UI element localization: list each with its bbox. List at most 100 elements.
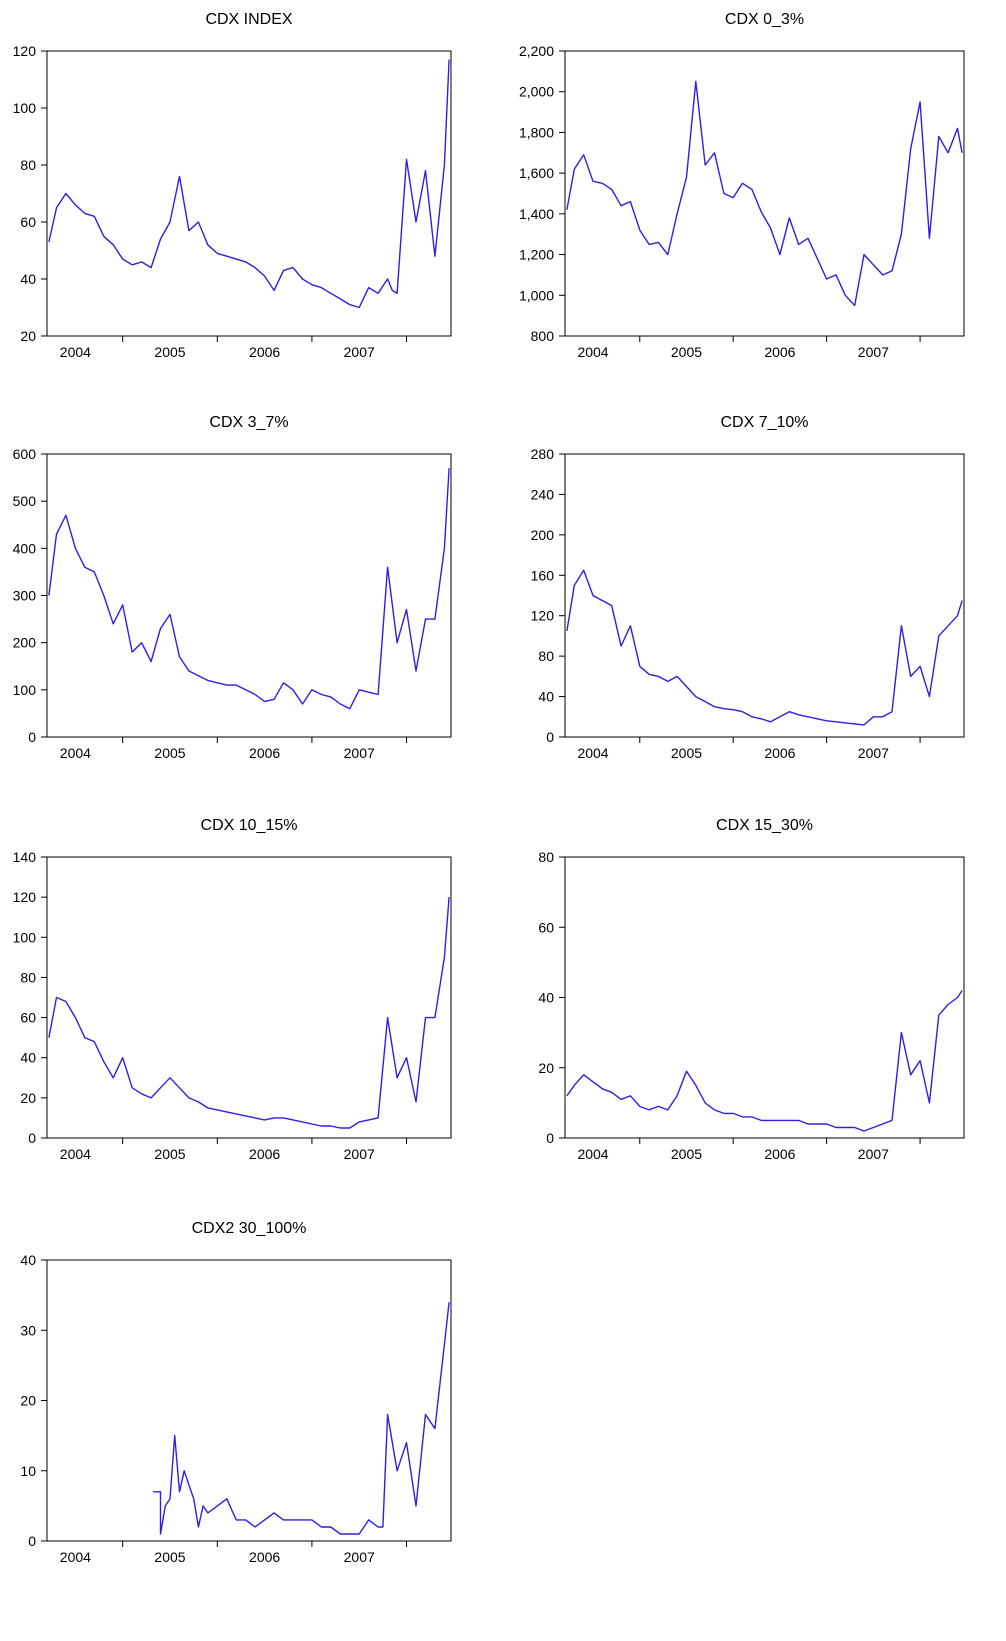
series-line [566,80,963,307]
y-tick-label: 120 [13,43,37,59]
y-tick-label: 30 [20,1322,36,1338]
y-tick-label: 100 [13,100,37,116]
y-tick-label: 800 [531,328,555,344]
x-tick-label: 2004 [577,344,608,360]
y-tick-label: 2,200 [519,43,554,59]
x-tick-label: 2006 [249,745,280,761]
y-tick-label: 60 [20,1010,36,1026]
x-tick-label: 2007 [858,745,889,761]
series-line [48,897,450,1129]
x-tick-label: 2007 [858,1146,889,1162]
y-tick-label: 80 [538,849,554,865]
y-tick-label: 20 [538,1060,554,1076]
y-tick-label: 60 [20,214,36,230]
x-tick-label: 2007 [344,745,375,761]
x-tick-label: 2006 [249,1146,280,1162]
y-tick-label: 80 [538,648,554,664]
y-tick-label: 40 [538,689,554,705]
chart-title: CDX 10_15% [201,817,298,834]
y-tick-label: 140 [13,849,37,865]
x-tick-label: 2006 [249,1549,280,1565]
chart-title: CDX2 30_100% [192,1220,307,1237]
y-tick-label: 160 [531,567,555,583]
y-tick-label: 200 [13,635,37,651]
series-line [48,468,450,710]
chart-title: CDX 15_30% [716,817,813,834]
y-tick-label: 20 [20,1090,36,1106]
y-tick-label: 80 [20,157,36,173]
x-tick-label: 2004 [60,1549,91,1565]
y-tick-label: 40 [20,271,36,287]
y-tick-label: 40 [20,1252,36,1268]
plot-frame [46,50,452,337]
series-line [153,1302,450,1535]
y-tick-label: 1,800 [519,124,554,140]
chart-panel-cdx-3-7: CDX 3_7% 0 100 200 300 400 500 600 2004 2005 2006… [13,414,452,761]
y-tick-label: 100 [13,682,37,698]
plot-frame [564,453,965,738]
series-line [566,990,963,1132]
x-tick-label: 2004 [60,745,91,761]
plot-frame [564,856,965,1139]
y-tick-label: 280 [531,446,555,462]
x-tick-label: 2007 [344,1146,375,1162]
series-line [566,569,963,726]
y-tick-label: 40 [538,990,554,1006]
chart-panel-cdx-10-15: CDX 10_15% 0 20 40 60 80 100 120 140 2004 2005 200… [13,817,452,1162]
x-tick-label: 2006 [249,344,280,360]
y-tick-label: 1,200 [519,247,554,263]
y-tick-label: 500 [13,493,37,509]
y-tick-label: 80 [20,969,36,985]
x-tick-label: 2005 [154,745,185,761]
x-tick-label: 2005 [671,1146,702,1162]
chart-title: CDX 7_10% [720,414,808,431]
series-line [48,59,450,309]
x-tick-label: 2005 [671,344,702,360]
chart-panel-cdx-15-30: CDX 15_30% 0 20 40 60 80 2004 2005 2006 2007 [538,817,965,1162]
x-tick-label: 2006 [764,1146,795,1162]
y-tick-label: 400 [13,540,37,556]
chart-title: CDX 3_7% [209,414,288,431]
chart-panel-cdx-7-10: CDX 7_10% 0 40 80 120 160 200 240 280 2004 2005 20… [531,414,965,761]
chart-title: CDX INDEX [205,11,292,28]
y-tick-label: 0 [28,729,36,745]
plot-frame [46,453,452,738]
x-tick-label: 2005 [671,745,702,761]
y-tick-label: 0 [28,1533,36,1549]
y-tick-label: 1,400 [519,206,554,222]
y-tick-label: 1,600 [519,165,554,181]
y-tick-label: 10 [20,1463,36,1479]
x-tick-label: 2004 [60,344,91,360]
y-tick-label: 600 [13,446,37,462]
y-tick-label: 20 [20,328,36,344]
y-tick-label: 200 [531,527,555,543]
y-tick-label: 20 [20,1393,36,1409]
plot-frame [564,50,965,337]
chart-panel-cdx2-30-100: CDX2 30_100% 0 10 20 30 40 2004 2005 2006 2007 [20,1220,452,1565]
chart-panel-cdx-0-3: CDX 0_3% 800 1,000 1,200 1,400 1,600 1,800 2,0… [519,11,965,360]
plot-frame [46,856,452,1139]
x-tick-label: 2007 [344,344,375,360]
y-tick-label: 0 [546,1130,554,1146]
x-tick-label: 2006 [764,344,795,360]
x-tick-label: 2004 [577,1146,608,1162]
x-tick-label: 2006 [764,745,795,761]
x-tick-label: 2007 [858,344,889,360]
x-tick-label: 2005 [154,1146,185,1162]
y-tick-label: 2,000 [519,84,554,100]
chart-title: CDX 0_3% [725,11,804,28]
x-tick-label: 2004 [577,745,608,761]
y-tick-label: 1,000 [519,287,554,303]
x-tick-label: 2005 [154,1549,185,1565]
x-tick-label: 2004 [60,1146,91,1162]
y-tick-label: 240 [531,486,555,502]
y-tick-label: 0 [28,1130,36,1146]
chart-panel-cdx-index: CDX INDEX 20 40 60 80 100 120 2004 2005 2006 2007 [13,11,452,360]
y-tick-label: 0 [546,729,554,745]
x-tick-label: 2005 [154,344,185,360]
y-tick-label: 300 [13,588,37,604]
y-tick-label: 40 [20,1050,36,1066]
y-tick-label: 100 [13,929,37,945]
plot-frame [46,1259,452,1542]
